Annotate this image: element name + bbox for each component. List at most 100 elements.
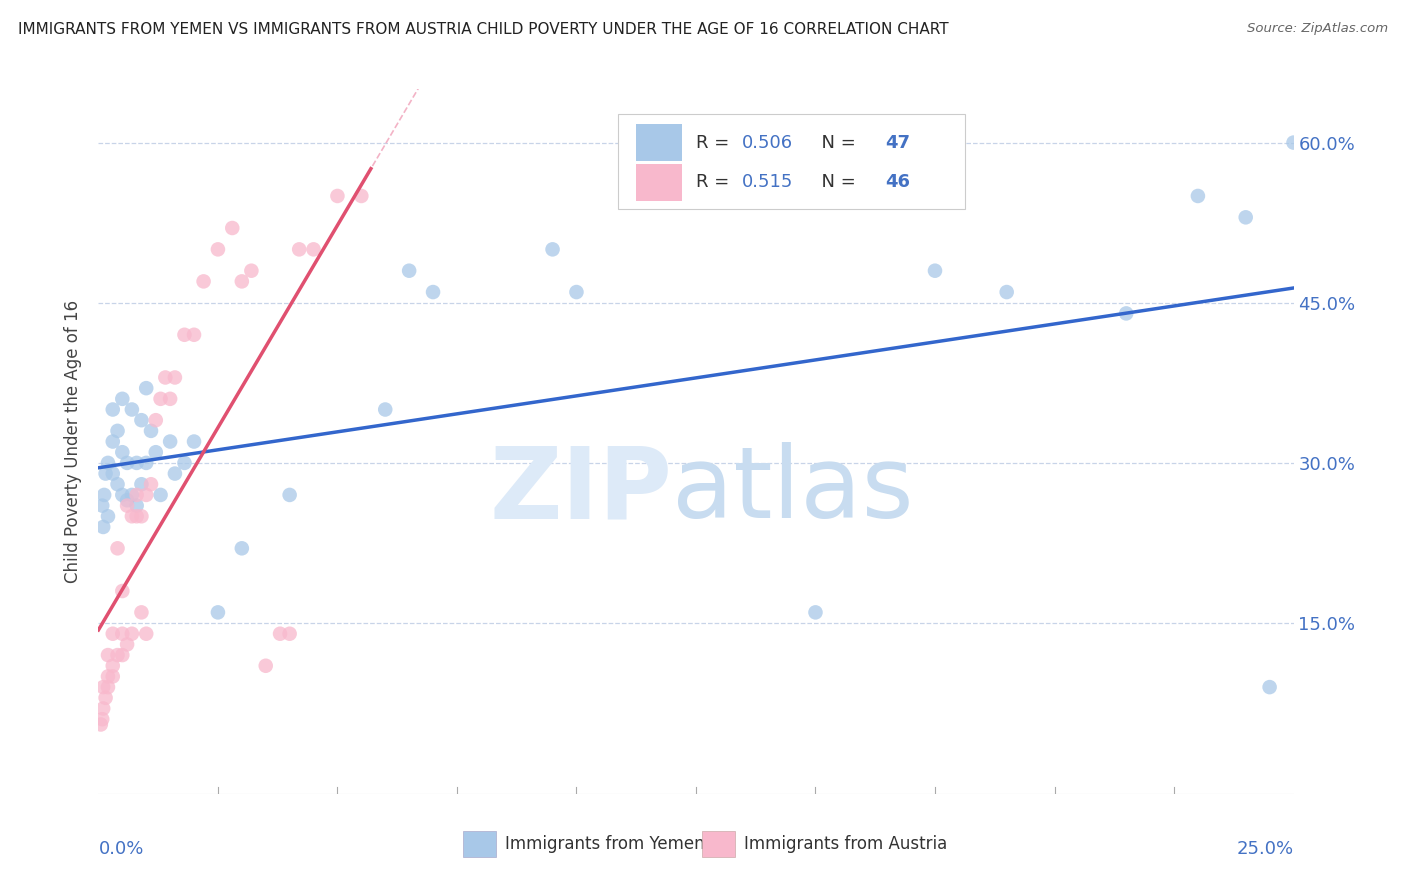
Bar — [637, 124, 682, 161]
Text: Source: ZipAtlas.com: Source: ZipAtlas.com — [1247, 22, 1388, 36]
Point — [97, 669, 120, 683]
Point — [121, 488, 143, 502]
Text: 46: 46 — [884, 173, 910, 191]
Point — [107, 424, 129, 438]
Y-axis label: Child Poverty Under the Age of 16: Child Poverty Under the Age of 16 — [65, 300, 83, 583]
Point — [163, 467, 186, 481]
Point — [240, 263, 263, 277]
Point — [94, 467, 117, 481]
Point — [90, 717, 112, 731]
Point — [302, 243, 325, 257]
Point — [93, 488, 115, 502]
Point — [139, 424, 162, 438]
Point — [135, 626, 157, 640]
Point — [131, 477, 153, 491]
Point — [111, 648, 134, 662]
Point — [149, 488, 172, 502]
Point — [278, 626, 301, 640]
Point — [269, 626, 291, 640]
Point — [159, 434, 181, 449]
Point — [91, 701, 114, 715]
Point — [995, 285, 1018, 299]
Text: R =: R = — [696, 134, 735, 152]
Point — [207, 606, 229, 620]
Bar — [637, 164, 682, 201]
Point — [101, 658, 124, 673]
Point — [131, 413, 153, 427]
Point — [398, 263, 420, 277]
Point — [173, 456, 195, 470]
Point — [111, 584, 134, 599]
Point — [924, 263, 946, 277]
Bar — [463, 830, 496, 857]
Point — [91, 712, 114, 726]
Point — [145, 445, 167, 459]
Text: 47: 47 — [884, 134, 910, 152]
Point — [107, 477, 129, 491]
Point — [111, 392, 134, 406]
Text: R =: R = — [696, 173, 741, 191]
Point — [183, 327, 205, 342]
Point — [101, 402, 124, 417]
Text: 0.0%: 0.0% — [98, 839, 143, 858]
Text: ZIP: ZIP — [489, 442, 672, 540]
Point — [135, 381, 157, 395]
Point — [231, 541, 253, 556]
Text: N =: N = — [810, 134, 860, 152]
Point — [183, 434, 205, 449]
Bar — [702, 830, 735, 857]
Point — [115, 493, 138, 508]
Point — [111, 445, 134, 459]
Point — [91, 520, 114, 534]
Point — [115, 456, 138, 470]
Point — [101, 669, 124, 683]
Point — [350, 189, 373, 203]
Point — [1115, 306, 1137, 320]
Point — [131, 509, 153, 524]
Point — [254, 658, 277, 673]
Text: Immigrants from Austria: Immigrants from Austria — [744, 835, 948, 853]
Point — [565, 285, 588, 299]
Point — [125, 488, 148, 502]
Point — [125, 499, 148, 513]
Point — [91, 499, 114, 513]
Point — [173, 327, 195, 342]
Point — [101, 626, 124, 640]
Point — [149, 392, 172, 406]
Point — [111, 626, 134, 640]
Point — [111, 488, 134, 502]
Point — [107, 648, 129, 662]
Text: 25.0%: 25.0% — [1236, 839, 1294, 858]
Point — [1282, 136, 1305, 150]
Point — [145, 413, 167, 427]
Point — [115, 637, 138, 651]
Point — [326, 189, 349, 203]
Point — [125, 509, 148, 524]
Point — [94, 690, 117, 705]
Point — [193, 274, 215, 288]
Point — [541, 243, 564, 257]
Point — [121, 402, 143, 417]
Point — [97, 456, 120, 470]
Point — [155, 370, 177, 384]
Point — [91, 680, 114, 694]
Text: N =: N = — [810, 173, 860, 191]
Point — [97, 680, 120, 694]
Point — [221, 221, 243, 235]
Point — [1187, 189, 1209, 203]
Point — [1234, 211, 1257, 225]
Point — [101, 434, 124, 449]
Point — [121, 509, 143, 524]
Point — [101, 467, 124, 481]
Point — [278, 488, 301, 502]
Point — [131, 606, 153, 620]
Text: IMMIGRANTS FROM YEMEN VS IMMIGRANTS FROM AUSTRIA CHILD POVERTY UNDER THE AGE OF : IMMIGRANTS FROM YEMEN VS IMMIGRANTS FROM… — [18, 22, 949, 37]
Point — [139, 477, 162, 491]
Text: atlas: atlas — [672, 442, 914, 540]
Point — [159, 392, 181, 406]
Point — [115, 499, 138, 513]
Point — [135, 456, 157, 470]
Point — [125, 456, 148, 470]
Point — [1258, 680, 1281, 694]
Point — [288, 243, 311, 257]
